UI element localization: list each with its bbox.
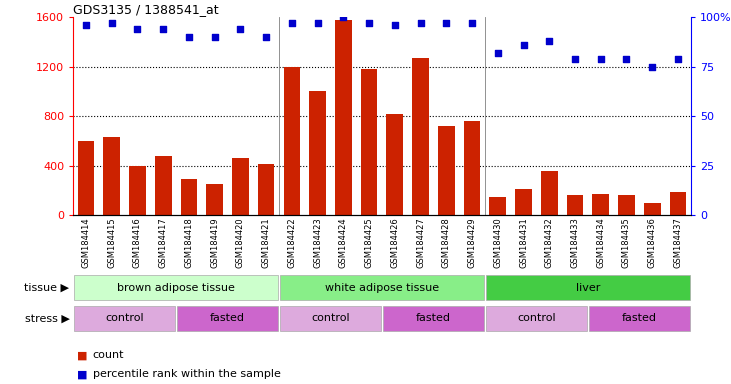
Bar (181, 179, 197, 215)
Text: GSM184425: GSM184425 (365, 217, 374, 268)
Bar (515, 189, 532, 215)
Bar (360, 69, 377, 215)
Point (235, 26, 246, 32)
Bar (463, 121, 480, 215)
Text: GSM184423: GSM184423 (313, 217, 322, 268)
Bar (335, 20, 352, 215)
Bar (486, 306, 586, 331)
Point (183, 34, 194, 40)
Text: white adipose tissue: white adipose tissue (325, 283, 439, 293)
Text: tissue ▶: tissue ▶ (24, 283, 69, 293)
Bar (309, 91, 326, 215)
Point (543, 38, 555, 44)
Text: fasted: fasted (622, 313, 657, 323)
Point (286, 20, 298, 26)
Bar (670, 192, 686, 215)
Text: control: control (517, 313, 556, 323)
Bar (618, 195, 635, 215)
Bar (258, 164, 275, 215)
Bar (155, 156, 172, 215)
Bar (75, 306, 175, 331)
Text: GSM184428: GSM184428 (442, 217, 451, 268)
Text: GSM184424: GSM184424 (339, 217, 348, 268)
Text: GSM184427: GSM184427 (416, 217, 425, 268)
Bar (284, 67, 300, 215)
Text: GSM184414: GSM184414 (81, 217, 91, 268)
Point (209, 34, 221, 40)
Text: control: control (311, 313, 350, 323)
Point (106, 20, 118, 26)
Bar (280, 306, 381, 331)
Bar (129, 166, 145, 215)
Text: GSM184426: GSM184426 (390, 217, 399, 268)
Bar (77, 141, 94, 215)
Text: GSM184437: GSM184437 (673, 217, 683, 268)
Bar (589, 306, 689, 331)
Point (338, 14, 349, 20)
Text: GSM184419: GSM184419 (210, 217, 219, 268)
Bar (103, 137, 120, 215)
Text: ■: ■ (77, 369, 87, 379)
Point (414, 20, 426, 26)
Point (518, 42, 529, 48)
Text: GSM184434: GSM184434 (596, 217, 605, 268)
Text: GDS3135 / 1388541_at: GDS3135 / 1388541_at (73, 3, 219, 16)
Point (492, 50, 504, 56)
Bar (383, 306, 484, 331)
Point (311, 20, 323, 26)
Text: fasted: fasted (416, 313, 451, 323)
Bar (592, 194, 609, 215)
Bar (206, 184, 223, 215)
Text: GSM184436: GSM184436 (648, 217, 656, 268)
Text: GSM184417: GSM184417 (159, 217, 167, 268)
Bar (644, 203, 661, 215)
Text: count: count (93, 350, 124, 360)
Point (389, 22, 401, 28)
Bar (412, 58, 429, 215)
Point (132, 26, 143, 32)
Text: GSM184432: GSM184432 (545, 217, 554, 268)
Text: stress ▶: stress ▶ (25, 313, 69, 323)
Point (621, 56, 632, 62)
Point (80, 22, 92, 28)
Text: control: control (105, 313, 144, 323)
Point (569, 56, 581, 62)
Text: GSM184416: GSM184416 (133, 217, 142, 268)
Point (466, 20, 478, 26)
Bar (75, 275, 278, 300)
Bar (280, 275, 484, 300)
Point (646, 64, 658, 70)
Text: brown adipose tissue: brown adipose tissue (117, 283, 235, 293)
Bar (232, 158, 249, 215)
Text: liver: liver (575, 283, 600, 293)
Point (672, 56, 683, 62)
Text: percentile rank within the sample: percentile rank within the sample (93, 369, 281, 379)
Text: GSM184422: GSM184422 (287, 217, 296, 268)
Bar (489, 197, 506, 215)
Text: GSM184420: GSM184420 (236, 217, 245, 268)
Text: GSM184429: GSM184429 (468, 217, 477, 268)
Text: GSM184418: GSM184418 (184, 217, 194, 268)
Text: ■: ■ (77, 350, 87, 360)
Text: fasted: fasted (210, 313, 245, 323)
Point (260, 34, 272, 40)
Bar (178, 306, 278, 331)
Bar (387, 114, 404, 215)
Point (595, 56, 607, 62)
Text: GSM184415: GSM184415 (107, 217, 116, 268)
Text: GSM184435: GSM184435 (622, 217, 631, 268)
Bar (486, 275, 689, 300)
Bar (438, 126, 455, 215)
Bar (567, 195, 583, 215)
Point (157, 26, 169, 32)
Point (363, 20, 375, 26)
Bar (541, 170, 558, 215)
Text: GSM184431: GSM184431 (519, 217, 528, 268)
Text: GSM184421: GSM184421 (262, 217, 270, 268)
Text: GSM184430: GSM184430 (493, 217, 502, 268)
Text: GSM184433: GSM184433 (570, 217, 580, 268)
Point (441, 20, 452, 26)
